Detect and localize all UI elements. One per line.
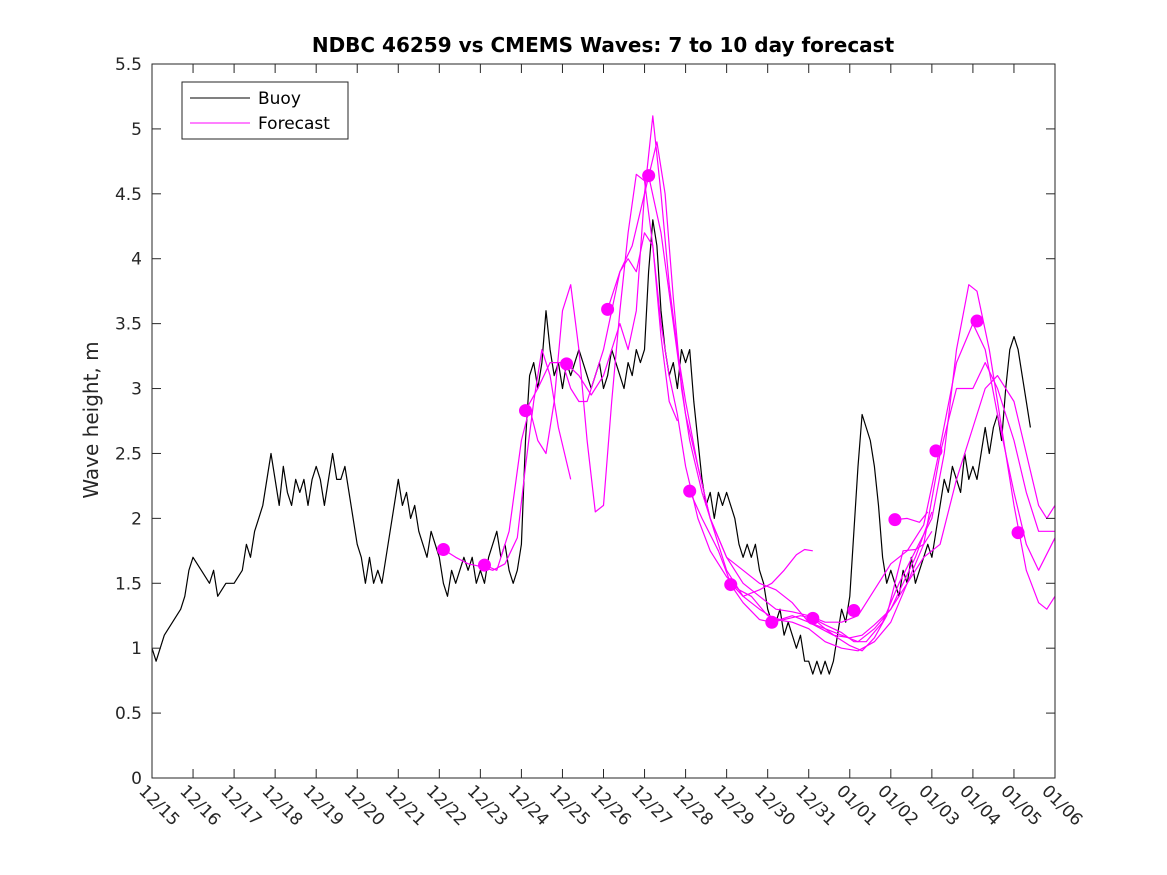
y-tick-label-5: 2.5 (115, 444, 142, 464)
x-tick-label-10: 12/25 (545, 781, 594, 830)
y-tick-label-1: 0.5 (115, 704, 142, 724)
y-tick-label-4: 2 (131, 509, 142, 529)
series-line-forecast-run-12-24 (524, 232, 933, 639)
x-tick-label-15: 12/30 (750, 781, 799, 830)
y-tick-label-10: 5 (131, 120, 142, 140)
forecast-marker-13 (970, 314, 984, 328)
series-line-forecast-run-12-31 (812, 530, 933, 652)
forecast-marker-3 (560, 357, 574, 371)
plot-frame (151, 63, 1056, 779)
forecast-marker-6 (683, 484, 697, 498)
y-tick-label-2: 1 (131, 639, 142, 659)
series-line-forecast-run-12-23 (484, 173, 678, 571)
y-tick-label-9: 4.5 (115, 185, 142, 205)
legend-forecast-label: Forecast (258, 114, 330, 134)
x-tick-label-14: 12/29 (709, 781, 758, 830)
x-tick-label-2: 12/17 (217, 781, 266, 830)
series-line-forecast-run-12-25 (566, 115, 1056, 643)
forecast-marker-1 (477, 558, 491, 572)
x-tick-label-19: 01/03 (914, 781, 963, 830)
legend-box (181, 81, 349, 140)
forecast-marker-4 (601, 302, 615, 316)
x-tick-label-11: 12/26 (586, 781, 635, 830)
x-tick-label-6: 12/21 (381, 781, 430, 830)
series-line-forecast-run-12-29 (730, 284, 1056, 643)
forecast-marker-5 (642, 169, 656, 183)
x-tick-label-8: 12/23 (463, 781, 512, 830)
forecast-marker-10 (847, 604, 861, 618)
x-tick-label-22: 01/06 (1037, 781, 1086, 830)
x-tick-label-13: 12/28 (668, 781, 717, 830)
y-tick-label-11: 5.5 (115, 55, 142, 75)
legend-buoy-label: Buoy (258, 89, 301, 109)
series-line-buoy (151, 219, 1031, 675)
x-tick-label-5: 12/20 (340, 781, 389, 830)
forecast-marker-2 (519, 404, 533, 418)
forecast-marker-12 (929, 444, 943, 458)
x-ticks: 12/1512/1612/1712/1812/1912/2012/2112/22… (134, 64, 1086, 830)
y-tick-label-8: 4 (131, 250, 142, 270)
x-tick-label-3: 12/18 (258, 781, 307, 830)
plot-markers (436, 169, 1025, 629)
x-tick-label-20: 01/04 (955, 781, 1004, 830)
forecast-marker-0 (436, 543, 450, 557)
y-axis-label: Wave height, m (79, 341, 103, 498)
series-line-forecast-run-12-27 (648, 175, 1056, 623)
x-tick-label-16: 12/31 (791, 781, 840, 830)
chart-title: NDBC 46259 vs CMEMS Waves: 7 to 10 day f… (312, 33, 895, 57)
forecast-marker-9 (806, 611, 820, 625)
x-tick-label-9: 12/24 (504, 781, 553, 830)
y-tick-label-3: 1.5 (115, 574, 142, 594)
x-tick-label-1: 12/16 (176, 781, 225, 830)
x-tick-label-12: 12/27 (627, 781, 676, 830)
legend: Buoy Forecast (181, 81, 349, 140)
series-line-forecast-run-12-28 (689, 490, 813, 597)
forecast-marker-7 (724, 578, 738, 592)
forecast-marker-8 (765, 615, 779, 629)
forecast-marker-11 (888, 513, 902, 527)
series-line-forecast-run-12-26 (607, 141, 1055, 652)
x-tick-label-18: 01/02 (873, 781, 922, 830)
y-tick-label-6: 3 (131, 380, 142, 400)
y-tick-label-7: 3.5 (115, 315, 142, 335)
y-ticks: 0 0.5 1 1.5 2 2.5 3 3.5 4 4.5 5 5.5 (115, 55, 1055, 789)
plot-lines (151, 115, 1056, 675)
x-tick-label-7: 12/22 (422, 781, 471, 830)
series-line-forecast-run-12-22 (443, 349, 572, 571)
x-tick-label-21: 01/05 (996, 781, 1045, 830)
y-tick-label-0: 0 (131, 769, 142, 789)
x-tick-label-4: 12/19 (299, 781, 348, 830)
forecast-marker-14 (1011, 526, 1025, 540)
x-tick-label-17: 01/01 (832, 781, 881, 830)
